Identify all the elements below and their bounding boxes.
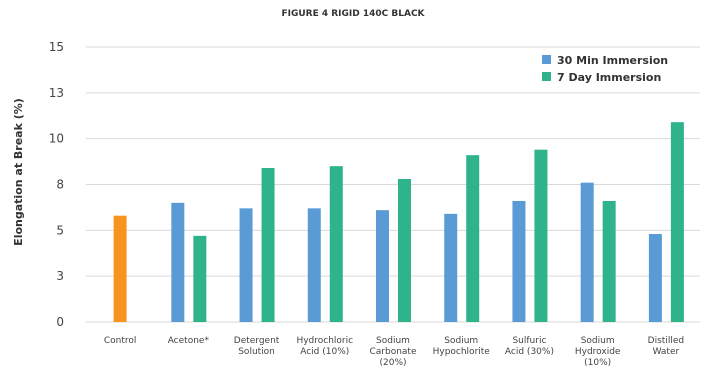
- y-axis-ticks: 0 3 5 8 10 13 15: [49, 40, 64, 329]
- gridlines: [86, 46, 700, 323]
- x-category-label: Sodium Carbonate (20%): [369, 336, 416, 368]
- legend-swatch: [542, 55, 551, 64]
- x-category-label: Hydrochloric Acid (10%): [296, 336, 353, 357]
- y-tick-label: 13: [49, 86, 64, 100]
- y-tick-label: 5: [56, 223, 64, 237]
- y-tick-label: 15: [49, 40, 64, 54]
- y-tick-label: 10: [49, 132, 64, 146]
- x-category-label: Sodium Hypochlorite: [433, 336, 491, 357]
- bar-series-1-4: [398, 179, 411, 322]
- x-category-label: Control: [104, 336, 137, 346]
- y-tick-label: 3: [56, 269, 64, 283]
- bar-series-1-2: [261, 168, 275, 322]
- chart-title: FIGURE 4 RIGID 140C BLACK: [281, 9, 425, 19]
- x-category-label: Distilled Water: [648, 336, 684, 357]
- bar-control: [113, 215, 127, 322]
- bar-series-1-8: [670, 122, 684, 323]
- bar-series-0-2: [239, 208, 253, 322]
- bar-series-0-7: [580, 182, 594, 322]
- legend-swatch: [542, 72, 551, 81]
- bar-series-1-3: [329, 166, 343, 322]
- y-tick-label: 0: [56, 315, 64, 329]
- bar-series-0-1: [171, 202, 185, 322]
- bar-series-1-6: [534, 149, 548, 322]
- y-tick-label: 8: [56, 178, 64, 192]
- bar-series-0-8: [648, 234, 662, 322]
- x-category-label: Sodium Hydroxide (10%): [575, 336, 621, 368]
- bar-series-0-4: [376, 210, 389, 322]
- x-category-label: Acetone*: [168, 336, 210, 346]
- bar-series-1-7: [602, 201, 616, 322]
- bar-series-0-6: [512, 201, 526, 322]
- x-category-label: Sulfuric Acid (30%): [505, 336, 554, 357]
- bars: [113, 122, 684, 323]
- y-axis-label: Elongation at Break (%): [12, 98, 25, 246]
- legend-label: 30 Min Immersion: [557, 54, 668, 67]
- x-axis-categories: Control Acetone* Detergent Solution Hydrochl…: [104, 336, 684, 368]
- legend: 30 Min Immersion 7 Day Immersion: [542, 54, 668, 84]
- bar-series-1-1: [193, 235, 207, 322]
- legend-label: 7 Day Immersion: [557, 71, 661, 84]
- x-category-label: Detergent Solution: [234, 336, 280, 357]
- bar-series-0-5: [444, 213, 458, 322]
- bar-series-0-3: [307, 208, 321, 322]
- bar-series-1-5: [466, 155, 480, 322]
